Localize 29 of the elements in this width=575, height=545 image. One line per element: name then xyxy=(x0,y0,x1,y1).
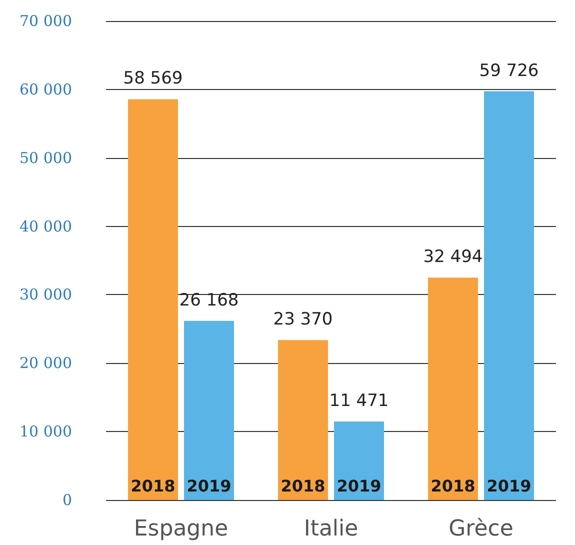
y-tick-label: 60 000 xyxy=(20,80,72,98)
bar xyxy=(428,278,478,500)
x-tick-label: Grèce xyxy=(448,516,514,542)
y-tick-label: 20 000 xyxy=(20,354,72,372)
data-label: 59 726 xyxy=(479,60,539,81)
text: 2018 xyxy=(430,476,476,496)
series-label: 2018 xyxy=(130,476,176,496)
y-tick-label: 0 xyxy=(62,491,72,509)
x-tick-label: Espagne xyxy=(134,516,228,542)
y-tick-label: 40 000 xyxy=(20,217,72,236)
data-label: 32 494 xyxy=(423,247,483,268)
y-tick-label: 70 000 xyxy=(20,12,72,30)
data-label: 11 471 xyxy=(329,391,389,412)
x-tick-label: Italie xyxy=(304,516,358,542)
bar xyxy=(184,320,234,500)
series-label: 2019 xyxy=(186,476,232,496)
y-tick-label: 50 000 xyxy=(20,148,72,167)
data-label: 26 168 xyxy=(179,290,239,310)
text: 2018 xyxy=(280,476,326,496)
data-label: 58 569 xyxy=(123,68,183,89)
bar xyxy=(484,91,534,500)
text: 2019 xyxy=(336,476,382,496)
y-tick-label: 30 000 xyxy=(20,286,72,304)
y-tick-label: 10 000 xyxy=(20,422,72,441)
data-label: 23 370 xyxy=(273,310,333,330)
text: 2019 xyxy=(486,476,532,496)
bar xyxy=(278,340,328,500)
bar xyxy=(128,99,178,500)
bar xyxy=(334,422,384,500)
